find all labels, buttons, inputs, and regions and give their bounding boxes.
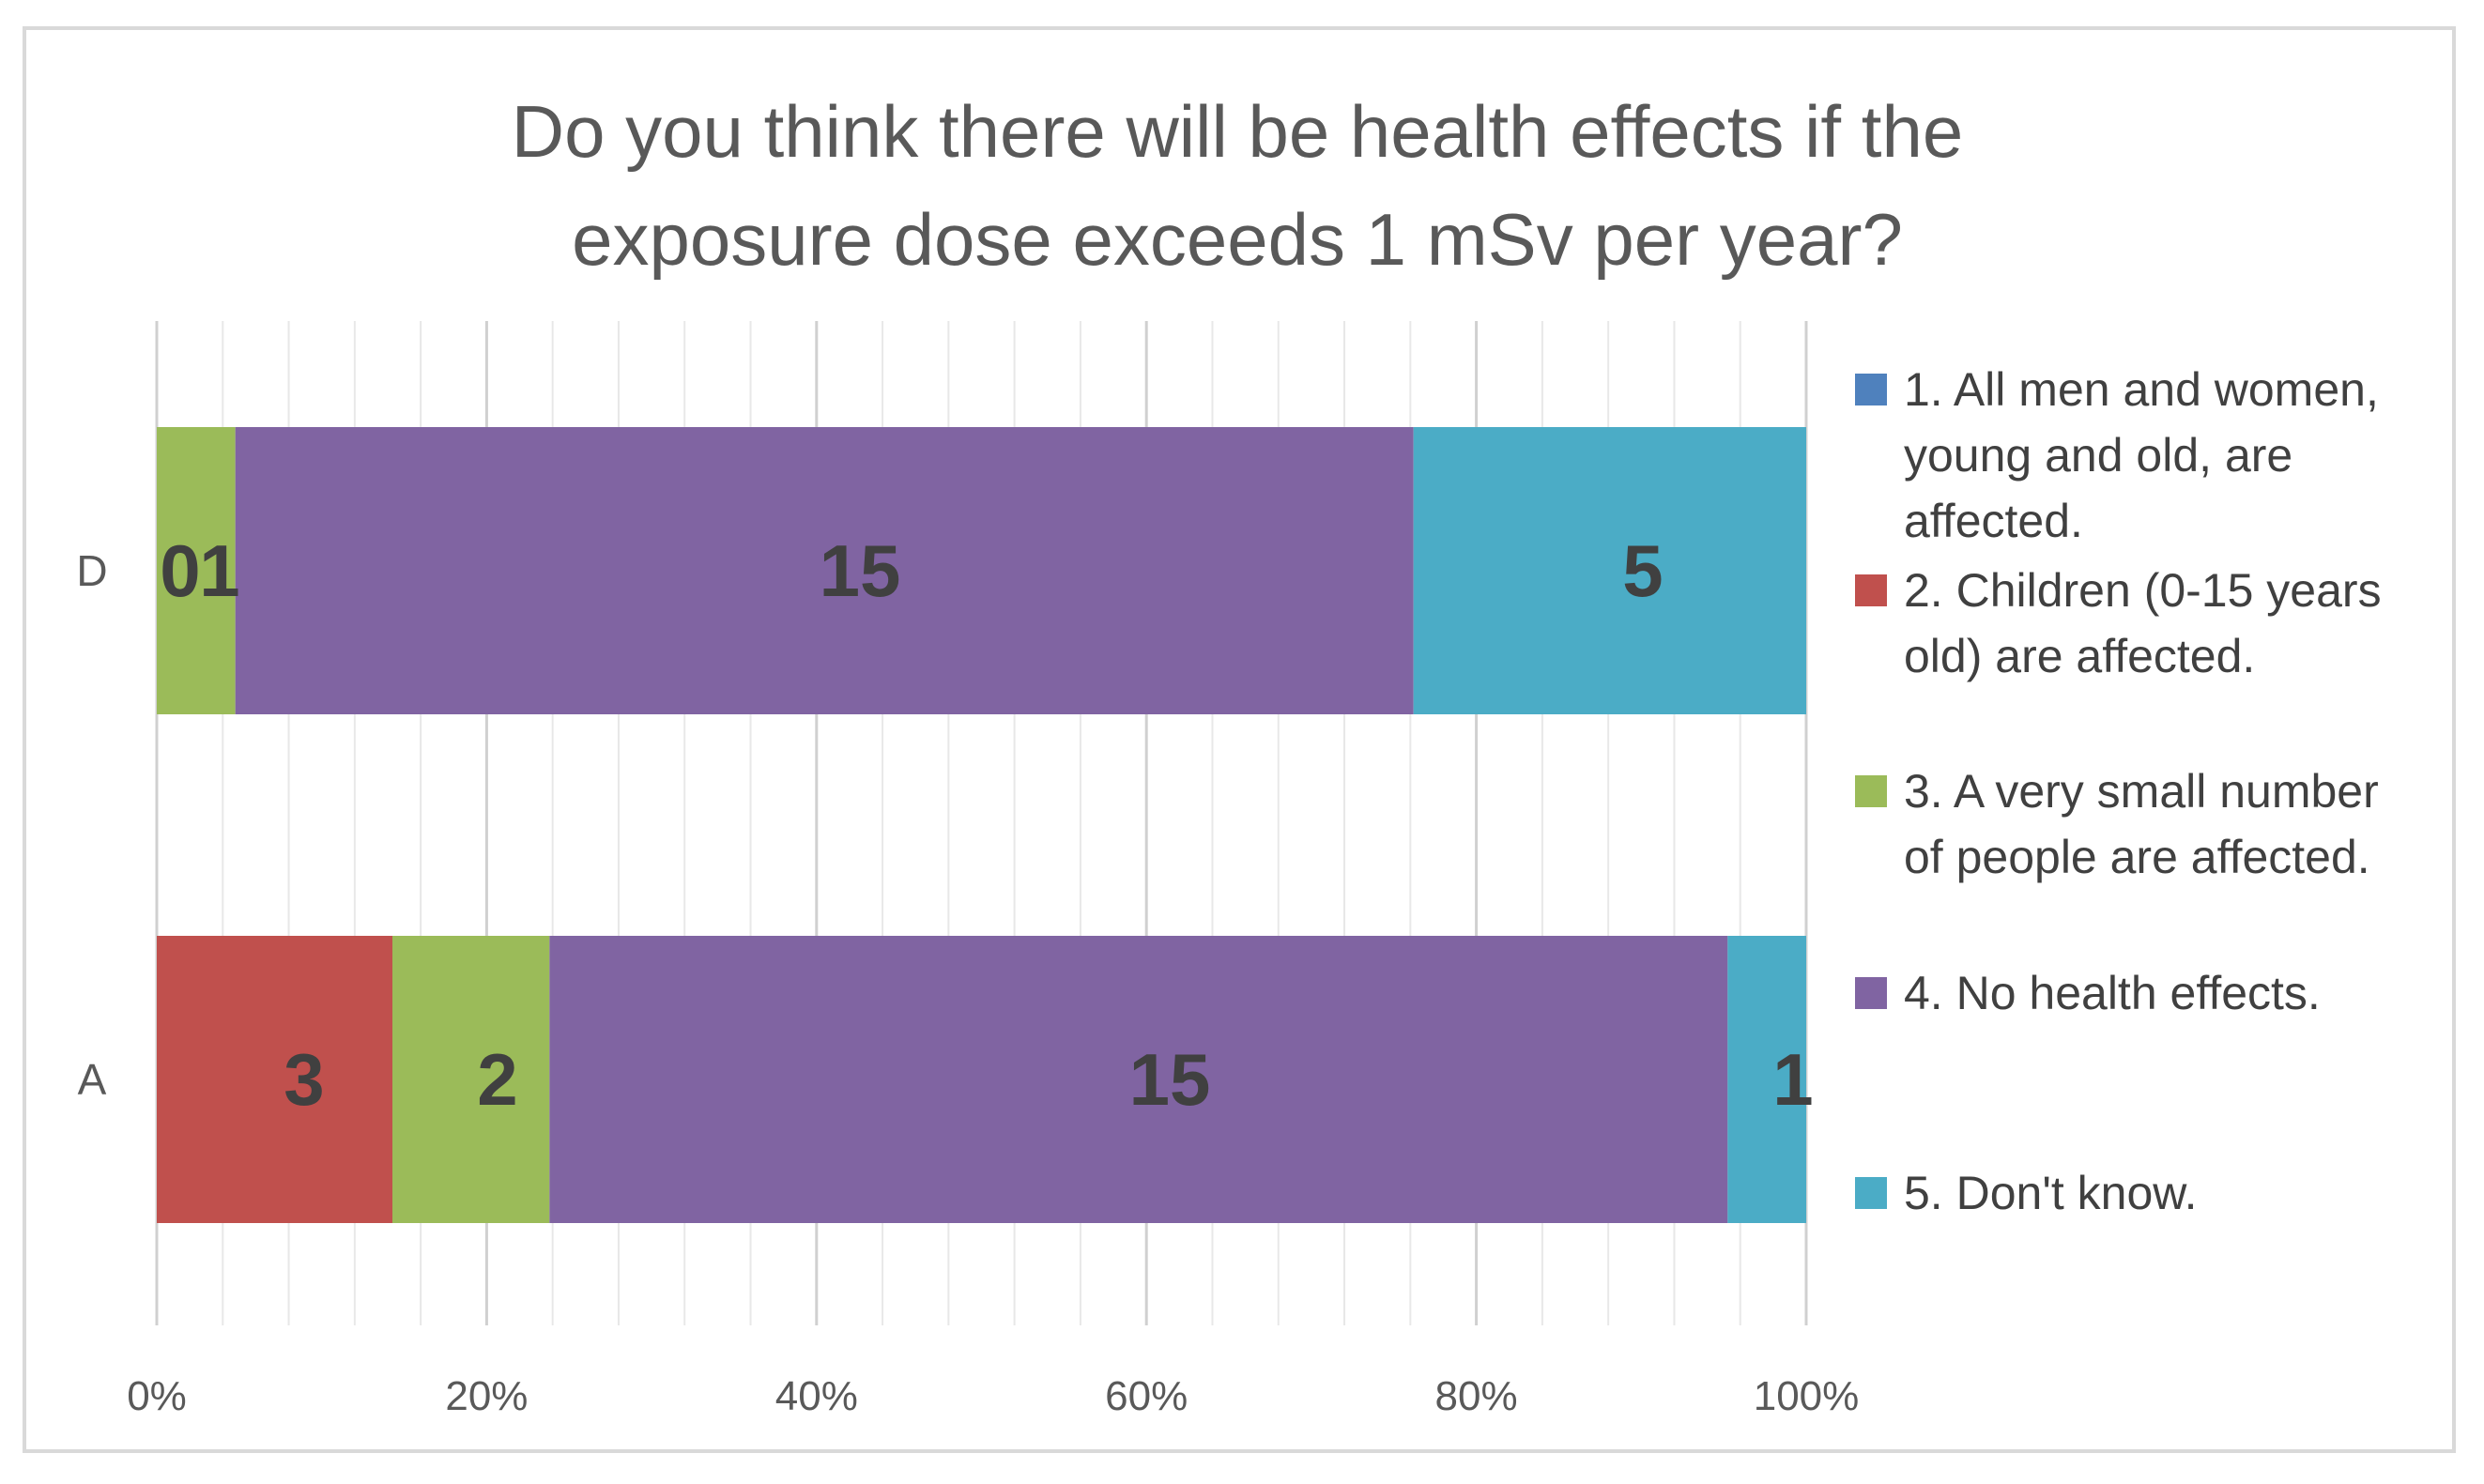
data-label-D: 5 bbox=[1622, 529, 1663, 612]
category-label: A bbox=[78, 1055, 107, 1104]
bar-segment-A-s2 bbox=[157, 936, 392, 1223]
bar-segment-A-s5 bbox=[1727, 936, 1806, 1223]
legend-label-5: 5. Don't know. bbox=[1904, 1167, 2198, 1219]
x-tick-label: 40% bbox=[775, 1373, 858, 1419]
data-label-D: 15 bbox=[820, 529, 901, 612]
x-tick-label: 100% bbox=[1754, 1373, 1860, 1419]
legend-label-1: 1. All men and women, bbox=[1904, 363, 2379, 416]
bar-segment-D-s4 bbox=[235, 427, 1414, 714]
bar-segment-A-s4 bbox=[549, 936, 1728, 1223]
legend-label-2: 2. Children (0-15 years bbox=[1904, 564, 2382, 617]
legend-label-1: young and old, are bbox=[1904, 429, 2292, 482]
bar-segment-A-s3 bbox=[392, 936, 550, 1223]
bar-segment-D-s5 bbox=[1413, 427, 1806, 714]
category-label: D bbox=[76, 546, 107, 595]
data-label-D: 0 bbox=[160, 529, 200, 612]
legend-label-3: 3. A very small number bbox=[1904, 765, 2379, 818]
chart-frame: Do you think there will be health effect… bbox=[23, 26, 2456, 1453]
bar-segment-D-s3 bbox=[157, 427, 236, 714]
legend-swatch-2 bbox=[1855, 574, 1887, 606]
stacked-bar-chart: Do you think there will be health effect… bbox=[76, 90, 2382, 1419]
data-label-A: 15 bbox=[1129, 1038, 1211, 1121]
data-label-A: 3 bbox=[284, 1038, 324, 1121]
legend-label-1: affected. bbox=[1904, 495, 2083, 547]
title-line: exposure dose exceeds 1 mSv per year? bbox=[572, 198, 1903, 281]
axes: D A 0% 20% 40% 60% 80% 100% bbox=[76, 546, 1859, 1419]
x-tick-label: 20% bbox=[445, 1373, 528, 1419]
bars bbox=[157, 427, 1806, 1223]
legend-swatch-3 bbox=[1855, 775, 1887, 807]
data-label-D: 1 bbox=[199, 529, 239, 612]
x-tick-label: 0% bbox=[127, 1373, 187, 1419]
x-tick-label: 60% bbox=[1105, 1373, 1188, 1419]
data-label-A: 1 bbox=[1772, 1038, 1813, 1121]
data-labels: 01 15 53 2 15 1 bbox=[160, 529, 1813, 1121]
legend-label-4: 4. No health effects. bbox=[1904, 967, 2321, 1019]
legend-swatch-5 bbox=[1855, 1177, 1887, 1209]
data-label-A: 2 bbox=[477, 1038, 517, 1121]
legend-swatch-4 bbox=[1855, 977, 1887, 1009]
x-tick-label: 80% bbox=[1435, 1373, 1518, 1419]
legend-label-2: old) are affected. bbox=[1904, 630, 2255, 682]
chart-title: Do you think there will be health effect… bbox=[512, 90, 1963, 281]
legend-label-3: of people are affected. bbox=[1904, 831, 2370, 883]
title-line: Do you think there will be health effect… bbox=[512, 90, 1963, 173]
legend: 1. All men and women, young and old, are a… bbox=[1855, 363, 2382, 1219]
legend-swatch-1 bbox=[1855, 374, 1887, 405]
